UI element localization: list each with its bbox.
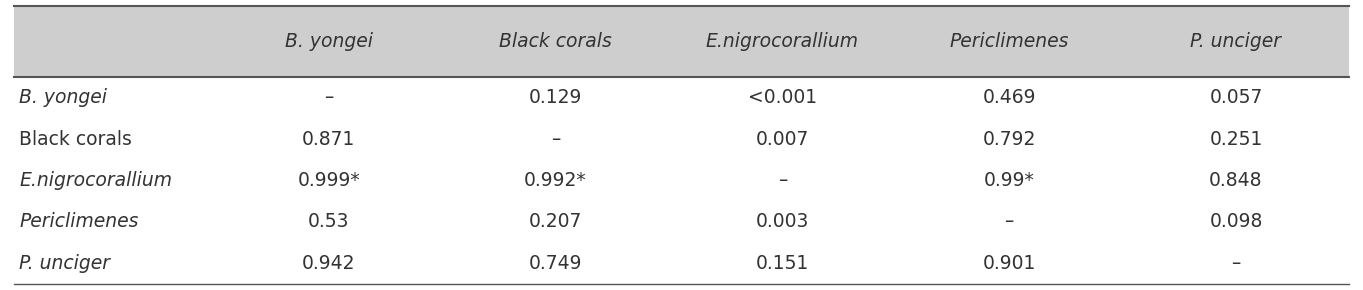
Text: Periclimenes: Periclimenes [19,213,139,231]
Text: 0.207: 0.207 [529,213,582,231]
Text: –: – [324,88,334,107]
Text: 0.848: 0.848 [1209,171,1262,190]
Text: –: – [551,130,560,148]
Text: 0.749: 0.749 [529,254,582,273]
Text: 0.999*: 0.999* [297,171,360,190]
Text: 0.99*: 0.99* [984,171,1035,190]
Text: 0.057: 0.057 [1209,88,1262,107]
Text: Black corals: Black corals [499,32,612,51]
Text: E.nigrocorallium: E.nigrocorallium [706,32,859,51]
Text: 0.129: 0.129 [529,88,582,107]
Text: –: – [1005,213,1014,231]
Text: Periclimenes: Periclimenes [950,32,1069,51]
Text: –: – [778,171,786,190]
Text: –: – [1231,254,1240,273]
Text: 0.53: 0.53 [308,213,349,231]
Text: P. unciger: P. unciger [1190,32,1281,51]
Text: 0.098: 0.098 [1209,213,1262,231]
Text: B. yongei: B. yongei [19,88,108,107]
Text: 0.469: 0.469 [983,88,1036,107]
Bar [14,6,1349,77]
Text: 0.942: 0.942 [303,254,356,273]
Text: 0.901: 0.901 [983,254,1036,273]
Text: Black corals: Black corals [19,130,132,148]
Text: 0.871: 0.871 [303,130,356,148]
Text: <0.001: <0.001 [748,88,816,107]
Text: 0.792: 0.792 [983,130,1036,148]
Text: 0.003: 0.003 [755,213,810,231]
Text: B. yongei: B. yongei [285,32,372,51]
Text: 0.992*: 0.992* [525,171,587,190]
Text: 0.251: 0.251 [1209,130,1262,148]
Text: P. unciger: P. unciger [19,254,110,273]
Text: 0.007: 0.007 [755,130,810,148]
Text: E.nigrocorallium: E.nigrocorallium [19,171,172,190]
Text: 0.151: 0.151 [755,254,810,273]
